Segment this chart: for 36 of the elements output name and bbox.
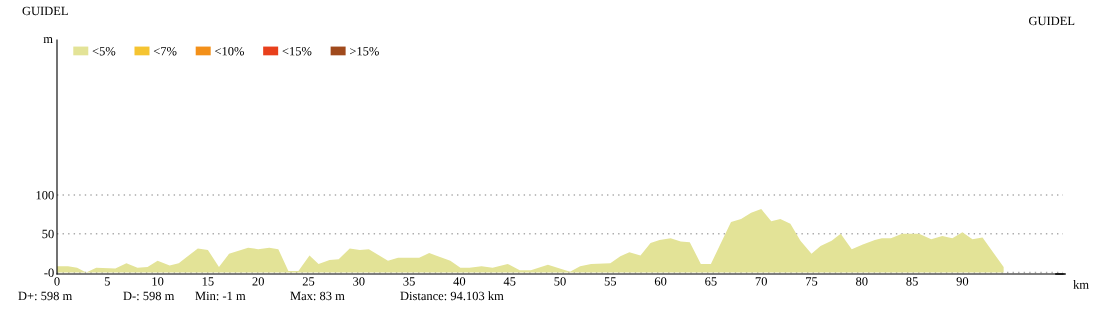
x-tick-label: 35 bbox=[403, 277, 415, 286]
legend-label: <10% bbox=[215, 47, 244, 56]
x-tick-label: 70 bbox=[755, 277, 767, 286]
text: GUIDEL bbox=[1029, 16, 1075, 26]
y-tick-label: -0 bbox=[44, 268, 54, 277]
legend-label: <5% bbox=[92, 47, 116, 56]
legend-label: <15% bbox=[282, 47, 312, 56]
text: Min: -1 m bbox=[195, 291, 246, 301]
x-tick-label: 90 bbox=[956, 277, 969, 286]
x-tick-label: 65 bbox=[705, 277, 717, 286]
x-axis-title: km bbox=[1073, 280, 1089, 289]
y-tick-label: 50 bbox=[42, 229, 54, 239]
x-tick-label: 55 bbox=[604, 277, 617, 286]
x-tick-label: 0 bbox=[54, 277, 60, 286]
y-axis-title: m bbox=[43, 37, 53, 44]
x-tick-label: 10 bbox=[152, 277, 164, 286]
x-tick-label: 75 bbox=[806, 277, 818, 286]
x-tick-label: 25 bbox=[302, 277, 315, 286]
legend-label: >15% bbox=[350, 47, 379, 56]
x-tick-label: 60 bbox=[654, 277, 667, 286]
x-tick-label: 30 bbox=[353, 277, 365, 286]
text: D+: 598 m bbox=[18, 291, 73, 301]
text: D-: 598 m bbox=[123, 291, 175, 301]
x-tick-label: 50 bbox=[554, 277, 566, 286]
x-tick-label: 45 bbox=[503, 277, 516, 286]
x-tick-label: 20 bbox=[252, 277, 264, 286]
x-tick-label: 40 bbox=[453, 277, 466, 286]
text: GUIDEL bbox=[22, 6, 68, 16]
x-tick-label: 80 bbox=[856, 277, 868, 286]
y-tick-label: 100 bbox=[36, 190, 54, 200]
text: Distance: 94.103 km bbox=[400, 291, 504, 301]
text: Max: 83 m bbox=[290, 291, 345, 301]
x-tick-label: 85 bbox=[906, 277, 918, 286]
legend-label: <7% bbox=[153, 47, 177, 56]
x-tick-label: 5 bbox=[104, 277, 110, 286]
x-tick-label: 15 bbox=[202, 277, 214, 286]
